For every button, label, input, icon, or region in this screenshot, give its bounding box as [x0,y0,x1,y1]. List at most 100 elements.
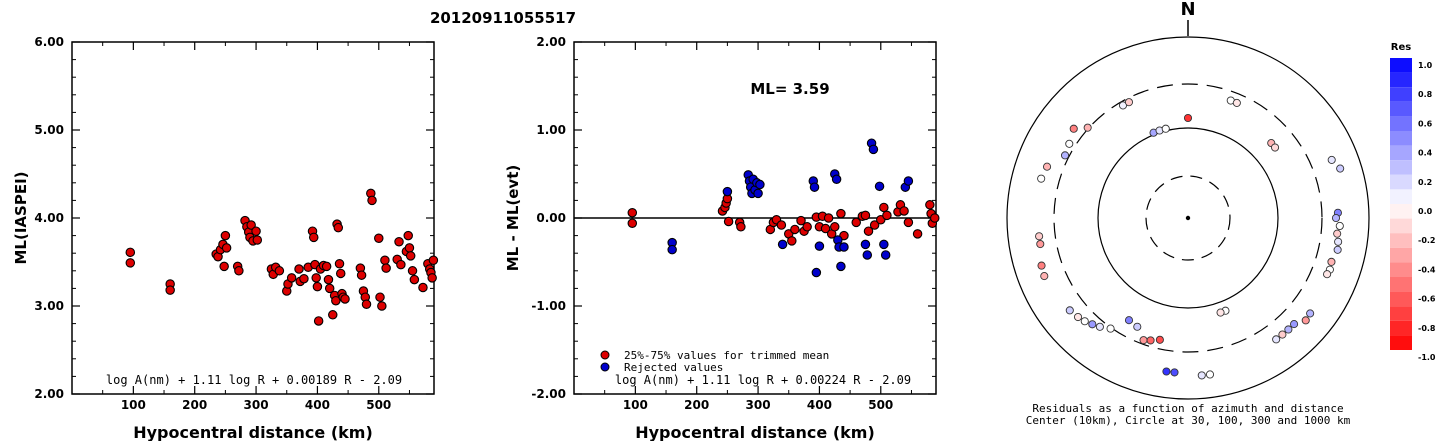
legend-label-trimmed: 25%-75% values for trimmed mean [624,349,829,362]
data-points [125,188,439,326]
data-point [165,285,175,295]
colorbar-tick-label: -0.8 [1418,324,1436,333]
data-point [361,299,372,309]
residual-point [1042,162,1052,171]
residual-point [1284,325,1293,334]
data-point [125,247,136,258]
data-point [246,220,256,230]
figure-title: 20120911055517 [430,9,576,27]
data-point [912,229,923,239]
data-point [428,255,439,265]
data-point [831,174,842,185]
data-point [874,181,885,192]
residual-point [1301,316,1310,325]
caption-line-1: Residuals as a function of azimuth and d… [1032,402,1343,415]
residual-point [1060,151,1070,160]
data-point [925,200,935,210]
residual-point [1080,317,1089,326]
ml-annotation: ML= 3.59 [750,80,829,98]
ring-1000km [1006,36,1370,400]
colorbar-swatch [1390,145,1412,161]
data-point [340,294,350,304]
residual-point [1333,229,1342,238]
data-points [627,138,940,278]
colorbar-tick-label: -0.2 [1418,236,1436,245]
data-point [252,235,263,245]
y-tick-label: -2.00 [531,387,566,401]
residual-point [1170,368,1179,377]
colorbar-swatch [1390,247,1412,263]
residual-point [1065,306,1074,315]
data-point [356,270,367,280]
data-point [403,230,413,241]
data-point [790,224,800,235]
data-point [755,179,765,190]
colorbar-swatch [1390,233,1412,248]
caption-line-2: Center (10km), Circle at 30, 100, 300 an… [1026,414,1351,427]
data-point [811,267,822,278]
ring-300km [1053,83,1323,353]
residual-point [1161,124,1170,133]
data-point [396,259,406,270]
data-point [220,230,231,241]
data-point [880,250,891,260]
data-point [723,216,734,227]
formula-text: log A(nm) + 1.11 log R + 0.00224 R - 2.0… [615,373,911,387]
residual-point [1327,155,1336,164]
data-point [219,261,229,272]
colorbar-tick-label: 1.0 [1418,61,1433,70]
ring-30km [1145,175,1231,261]
x-tick-label: 400 [305,398,330,412]
colorbar-swatch [1390,72,1412,88]
north-label: N [1180,0,1195,20]
colorbar-swatch [1390,335,1412,350]
data-point [335,268,346,279]
residual-point [1333,245,1342,254]
data-point [753,188,763,199]
data-point [381,263,391,273]
colorbar-swatch [1390,262,1412,277]
data-point [736,222,746,232]
x-axis-label: Hypocentral distance (km) [635,423,875,441]
y-tick-label: 2.00 [536,35,566,49]
colorbar-swatch [1390,174,1412,190]
colorbar-tick-label: 0.4 [1418,149,1433,158]
colorbar-swatch [1390,160,1412,175]
plot-frame [71,41,435,395]
data-point [820,223,831,234]
residual-point [1035,232,1044,241]
data-point [796,215,806,226]
colorbar-tick-label: 0.0 [1418,207,1433,216]
data-point [777,239,788,250]
residual-point [1088,320,1097,329]
data-point [627,218,638,229]
data-point [367,195,377,206]
residual-point [1205,370,1215,379]
residual-point [1232,98,1241,107]
data-point [869,220,880,230]
x-tick-label: 100 [121,398,146,412]
data-point [851,217,861,228]
x-tick-label: 100 [623,398,648,412]
data-point [862,250,873,260]
data-point [312,281,323,292]
data-point [375,292,385,302]
data-point [328,310,338,320]
data-point [394,237,404,247]
data-point [251,226,261,236]
residual-point [1083,123,1092,132]
data-point [286,273,297,283]
data-point [418,282,428,293]
data-point [427,273,437,283]
data-point [627,207,638,218]
residual-point [1139,336,1148,345]
x-tick-label: 200 [684,398,709,412]
residual-point [1197,371,1206,380]
residual-point [1290,320,1299,329]
data-point [407,266,418,276]
colorbar: 1.0 0.8 0.6 0.4 0.2 0.0 -0.2 -0.4 -0.6 -0.8 -1.0 [1390,58,1436,362]
residual-point [1155,335,1164,344]
data-point [374,233,384,243]
panel-ml-residual: ML - ML(evt) Hypocentral distance (km) M… [504,35,940,441]
